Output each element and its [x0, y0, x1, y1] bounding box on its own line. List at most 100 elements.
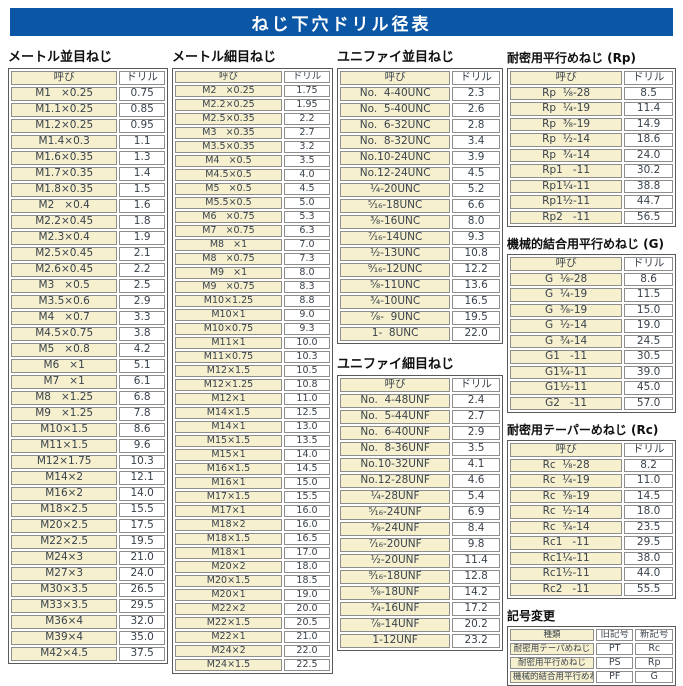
table-row: M14×1.5 12.5: [175, 407, 330, 419]
thread-designation: M14×1: [175, 421, 282, 433]
thread-designation: No. 8-36UNF: [340, 442, 451, 456]
rc-section: 耐密用テーパーめねじ (Rc) 呼び ドリル Rc ¹⁄₈-28 8.2 Rc ¹⁄…: [507, 422, 676, 599]
drill-diameter: 4.0: [283, 169, 330, 181]
drill-diameter: 21.0: [119, 551, 165, 565]
unified-fine-section: ユニファイ細目ねじ 呼び ドリル No. 4-48UNF 2.4 No. 5-44U…: [337, 357, 503, 651]
section-title-symbol-change: 記号変更: [507, 609, 556, 623]
drill-diameter: 38.0: [624, 551, 673, 565]
column-header-designation: 呼び: [175, 71, 282, 83]
drill-diameter: 15.0: [283, 477, 330, 489]
drill-diameter: 35.0: [119, 631, 165, 645]
table-row: ³⁄₄-10UNC 16.5: [340, 295, 500, 309]
column-header-drill: ドリル: [119, 71, 165, 85]
table-row: M17×1 16.0: [175, 505, 330, 517]
thread-designation: No. 5-44UNF: [340, 410, 451, 424]
thread-designation: M11×1.5: [11, 439, 118, 453]
thread-designation: G ¹⁄₄-19: [510, 288, 623, 302]
thread-designation: M1.1×0.25: [11, 103, 118, 117]
metric-coarse-table: 呼び ドリル M1 ×0.25 0.75 M1.1×0.25 0.85 M1.2×0.2…: [8, 68, 168, 664]
thread-designation: 1- 8UNC: [340, 327, 451, 341]
thread-designation: M5 ×0.5: [175, 183, 282, 195]
table-row: M2.5×0.45 2.1: [11, 247, 165, 261]
rp-table: 呼び ドリル Rp ¹⁄₈-28 8.5 Rp ¹⁄₄-19 11.4 Rp ³⁄₈-1…: [507, 68, 676, 227]
thread-designation: M10×1: [175, 309, 282, 321]
thread-designation: M6 ×0.75: [175, 211, 282, 223]
table-row: M9 ×1.25 7.8: [11, 407, 165, 421]
table-row: G ¹⁄₈-28 8.6: [510, 272, 673, 286]
table-row: M24×2 22.0: [175, 645, 330, 657]
thread-designation: M18×2.5: [11, 503, 118, 517]
metric-fine-column: メートル細目ねじ 呼び ドリル M2 ×0.25 1.75 M2.2×0.25 1.9…: [172, 50, 333, 674]
table-row: M7 ×1 6.1: [11, 375, 165, 389]
drill-diameter: 37.5: [119, 647, 165, 661]
thread-designation: Rp2 -11: [510, 210, 623, 224]
drill-diameter: 13.0: [283, 421, 330, 433]
thread-designation: ³⁄₄-10UNC: [340, 295, 451, 309]
table-row: M7 ×0.75 6.3: [175, 225, 330, 237]
table-row: M12×1.25 10.8: [175, 379, 330, 391]
table-row: M1.6×0.35 1.3: [11, 151, 165, 165]
thread-designation: 耐密用テーパめねじ: [510, 643, 594, 655]
unified-fine-table: 呼び ドリル No. 4-48UNF 2.4 No. 5-44UNF 2.7 No. 6…: [337, 375, 503, 651]
table-row: ⁵⁄₁₆-18UNC 6.6: [340, 199, 500, 213]
drill-diameter: 9.3: [283, 323, 330, 335]
table-row: M3.5×0.6 2.9: [11, 295, 165, 309]
table-row: M4.5×0.75 3.8: [11, 327, 165, 341]
drill-diameter: 15.5: [283, 491, 330, 503]
drill-diameter: 3.2: [283, 141, 330, 153]
table-row: ¹⁄₄-20UNC 5.2: [340, 183, 500, 197]
thread-designation: M11×1: [175, 337, 282, 349]
drill-diameter: 14.2: [452, 586, 500, 600]
drill-diameter: 11.5: [624, 288, 673, 302]
drill-diameter: 1.95: [283, 99, 330, 111]
column-header-designation: 呼び: [510, 257, 623, 271]
drill-diameter: 18.0: [283, 561, 330, 573]
thread-designation: M3.5×0.6: [11, 295, 118, 309]
table-row: 耐密用テーパめねじ PT Rc: [510, 643, 673, 655]
table-row: M2 ×0.4 1.6: [11, 199, 165, 213]
drill-diameter: 2.7: [452, 410, 500, 424]
thread-designation: No.12-24UNC: [340, 167, 451, 181]
drill-diameter: 2.1: [119, 247, 165, 261]
thread-designation: ⁷⁄₈-14UNF: [340, 618, 451, 632]
drill-diameter: 12.8: [452, 570, 500, 584]
table-row: M1 ×0.25 0.75: [11, 87, 165, 101]
drill-diameter: PT: [595, 643, 634, 655]
drill-diameter: 2.2: [119, 263, 165, 277]
table-row: ³⁄₄-16UNF 17.2: [340, 602, 500, 616]
thread-designation: ⁹⁄₁₆-18UNF: [340, 570, 451, 584]
table-row: M20×2.5 17.5: [11, 519, 165, 533]
drill-diameter: 5.4: [452, 490, 500, 504]
thread-designation: G ³⁄₄-14: [510, 334, 623, 348]
table-row: M16×2 14.0: [11, 487, 165, 501]
table-row: No.10-32UNF 4.1: [340, 458, 500, 472]
table-header-row: 呼び ドリル: [175, 71, 330, 83]
column-header-drill: ドリル: [624, 71, 673, 85]
thread-designation: M17×1.5: [175, 491, 282, 503]
drill-diameter: 10.8: [452, 247, 500, 261]
drill-diameter: 6.3: [283, 225, 330, 237]
table-row: G1 -11 30.5: [510, 350, 673, 364]
thread-designation: M20×1: [175, 589, 282, 601]
drill-diameter: 0.95: [119, 119, 165, 133]
thread-designation: M1.7×0.35: [11, 167, 118, 181]
drill-diameter: 19.5: [119, 535, 165, 549]
drill-diameter: 10.3: [283, 351, 330, 363]
table-row: M12×1.75 10.3: [11, 455, 165, 469]
unified-coarse-table: 呼び ドリル No. 4-40UNC 2.3 No. 5-40UNC 2.6 No. 6…: [337, 68, 503, 344]
table-row: Rp2 -11 56.5: [510, 210, 673, 224]
drill-diameter: 24.5: [624, 334, 673, 348]
table-row: M2.5×0.35 2.2: [175, 113, 330, 125]
column-header-designation: 呼び: [510, 443, 623, 457]
thread-designation: M5 ×0.8: [11, 343, 118, 357]
thread-designation: ⁵⁄₈-11UNC: [340, 279, 451, 293]
thread-designation: M9 ×1: [175, 267, 282, 279]
table-row: M2 ×0.25 1.75: [175, 85, 330, 97]
table-header-row: 呼び ドリル: [510, 257, 673, 271]
thread-designation: ¹⁄₄-20UNC: [340, 183, 451, 197]
drill-diameter: 2.9: [452, 426, 500, 440]
table-row: G ³⁄₈-19 15.0: [510, 303, 673, 317]
table-row: M1.8×0.35 1.5: [11, 183, 165, 197]
thread-designation: G2 -11: [510, 396, 623, 410]
table-row: M2.3×0.4 1.9: [11, 231, 165, 245]
